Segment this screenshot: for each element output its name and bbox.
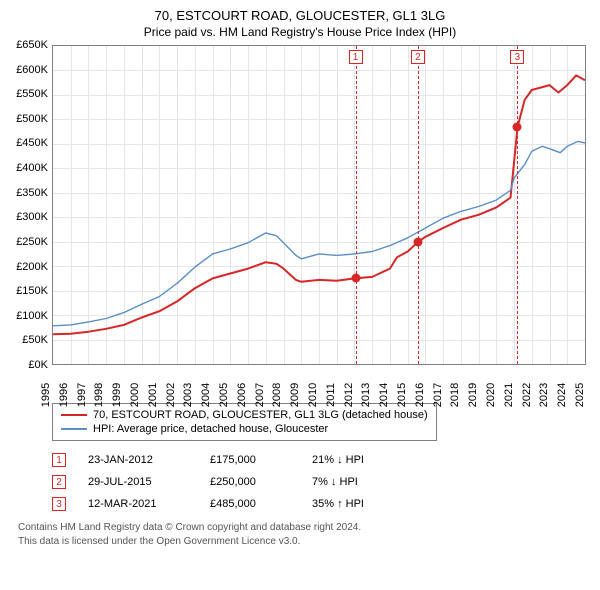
x-tick-label: 2022 (521, 383, 533, 407)
x-tick-label: 2023 (538, 383, 550, 407)
y-tick-label: £200K (10, 261, 48, 273)
event-date: 23-JAN-2012 (88, 454, 188, 466)
x-tick-label: 2001 (147, 383, 159, 407)
x-tick-label: 2017 (432, 383, 444, 407)
x-tick-label: 1998 (93, 383, 105, 407)
marker-dot (351, 274, 360, 283)
chart-title: 70, ESTCOURT ROAD, GLOUCESTER, GL1 3LG (10, 8, 590, 23)
event-badge: 3 (52, 497, 66, 511)
legend-swatch (61, 414, 87, 416)
marker-vline (356, 46, 357, 364)
y-tick-label: £150K (10, 285, 48, 297)
marker-badge: 1 (349, 50, 363, 64)
footnote: Contains HM Land Registry data © Crown c… (18, 521, 590, 548)
x-tick-label: 2024 (556, 383, 568, 407)
x-tick-label: 2021 (503, 383, 515, 407)
event-row: 2 29-JUL-2015 £250,000 7% ↓ HPI (52, 471, 590, 493)
y-tick-label: £100K (10, 310, 48, 322)
x-tick-label: 2013 (360, 383, 372, 407)
y-tick-label: £400K (10, 162, 48, 174)
plot-area: 1 2 3 (52, 45, 586, 365)
footnote-line2: This data is licensed under the Open Gov… (18, 536, 300, 547)
y-tick-label: £50K (10, 334, 48, 346)
y-tick-label: £250K (10, 236, 48, 248)
event-date: 29-JUL-2015 (88, 476, 188, 488)
legend-row: HPI: Average price, detached house, Glou… (61, 422, 428, 436)
y-tick-label: £450K (10, 137, 48, 149)
x-tick-label: 2011 (325, 383, 337, 407)
x-tick-label: 1996 (58, 383, 70, 407)
x-tick-label: 2015 (396, 383, 408, 407)
x-tick-label: 2000 (129, 383, 141, 407)
chart-area: £0K £50K £100K £150K £200K £250K £300K £350K £40… (10, 45, 590, 395)
x-tick-label: 2016 (414, 383, 426, 407)
event-badge: 2 (52, 475, 66, 489)
event-row: 3 12-MAR-2021 £485,000 35% ↑ HPI (52, 493, 590, 515)
y-tick-label: £600K (10, 64, 48, 76)
y-tick-label: £500K (10, 113, 48, 125)
event-table: 1 23-JAN-2012 £175,000 21% ↓ HPI 2 29-JUL-201… (52, 449, 590, 515)
x-tick-label: 2004 (200, 383, 212, 407)
event-delta: 7% ↓ HPI (312, 476, 412, 488)
x-tick-label: 2010 (307, 383, 319, 407)
event-date: 12-MAR-2021 (88, 498, 188, 510)
y-tick-label: £300K (10, 211, 48, 223)
x-tick-label: 2005 (218, 383, 230, 407)
legend-row: 70, ESTCOURT ROAD, GLOUCESTER, GL1 3LG (… (61, 408, 428, 422)
x-tick-label: 1995 (40, 383, 52, 407)
x-tick-label: 2019 (467, 383, 479, 407)
y-tick-label: £650K (10, 39, 48, 51)
y-tick-label: £0K (10, 359, 48, 371)
event-delta: 35% ↑ HPI (312, 498, 412, 510)
chart-subtitle: Price paid vs. HM Land Registry's House … (10, 25, 590, 39)
series-line-price (53, 75, 585, 334)
marker-vline (418, 46, 419, 364)
x-axis: 1995199619971998199920002001200220032004… (52, 365, 586, 395)
marker-dot (513, 122, 522, 131)
y-tick-label: £550K (10, 88, 48, 100)
x-tick-label: 1999 (111, 383, 123, 407)
event-badge: 1 (52, 453, 66, 467)
series-line-hpi (53, 141, 585, 325)
event-delta: 21% ↓ HPI (312, 454, 412, 466)
event-price: £250,000 (210, 476, 290, 488)
event-price: £175,000 (210, 454, 290, 466)
y-axis: £0K£50K£100K£150K£200K£250K£300K£350K£40… (10, 45, 52, 365)
x-tick-label: 2009 (289, 383, 301, 407)
marker-badge: 2 (411, 50, 425, 64)
x-tick-label: 2012 (343, 383, 355, 407)
legend: 70, ESTCOURT ROAD, GLOUCESTER, GL1 3LG (… (52, 403, 437, 441)
legend-swatch (61, 428, 87, 430)
event-price: £485,000 (210, 498, 290, 510)
x-tick-label: 1997 (76, 383, 88, 407)
x-tick-label: 2014 (378, 383, 390, 407)
x-tick-label: 2020 (485, 383, 497, 407)
x-tick-label: 2002 (165, 383, 177, 407)
marker-vline (517, 46, 518, 364)
legend-label: 70, ESTCOURT ROAD, GLOUCESTER, GL1 3LG (… (93, 409, 428, 421)
x-tick-label: 2025 (574, 383, 586, 407)
x-tick-label: 2003 (182, 383, 194, 407)
marker-dot (413, 237, 422, 246)
marker-badge: 3 (510, 50, 524, 64)
chart-lines (53, 46, 585, 364)
x-tick-label: 2007 (254, 383, 266, 407)
y-tick-label: £350K (10, 187, 48, 199)
legend-label: HPI: Average price, detached house, Glou… (93, 423, 328, 435)
x-tick-label: 2008 (271, 383, 283, 407)
event-row: 1 23-JAN-2012 £175,000 21% ↓ HPI (52, 449, 590, 471)
chart-container: 70, ESTCOURT ROAD, GLOUCESTER, GL1 3LG P… (0, 0, 600, 554)
title-block: 70, ESTCOURT ROAD, GLOUCESTER, GL1 3LG P… (10, 8, 590, 39)
x-tick-label: 2006 (236, 383, 248, 407)
x-tick-label: 2018 (449, 383, 461, 407)
footnote-line1: Contains HM Land Registry data © Crown c… (18, 522, 361, 533)
